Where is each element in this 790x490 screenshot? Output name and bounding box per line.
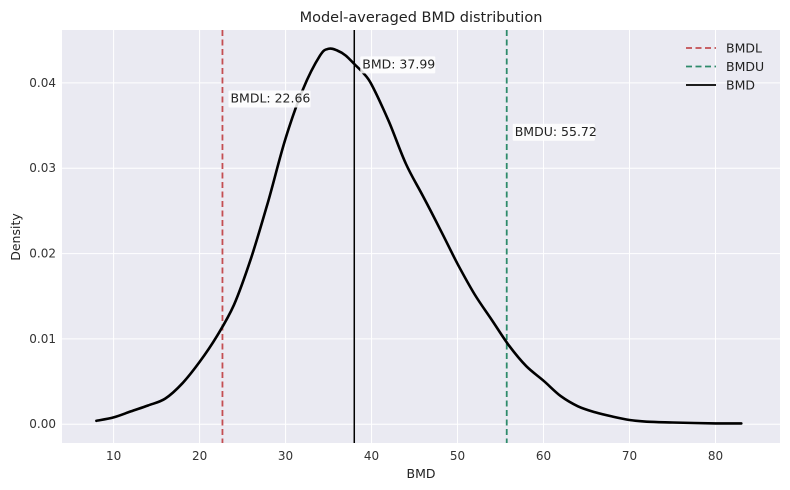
- y-tick-labels: 0.00 0.01 0.02 0.03 0.04: [29, 76, 56, 431]
- x-tick-labels: 10 20 30 40 50 60 70 80: [106, 449, 723, 463]
- x-tick-label: 10: [106, 449, 121, 463]
- bmdu-label-box: [512, 123, 595, 141]
- bmdu-label: BMDU: 55.72: [515, 124, 597, 139]
- chart-title: Model-averaged BMD distribution: [300, 10, 543, 26]
- plot-background: [62, 30, 780, 443]
- legend-label-bmdu: BMDU: [726, 59, 764, 74]
- y-tick-label: 0.03: [29, 161, 56, 175]
- x-tick-label: 40: [364, 449, 379, 463]
- x-tick-label: 50: [450, 449, 465, 463]
- density-curve: [95, 47, 743, 425]
- y-tick-label: 0.02: [29, 247, 56, 261]
- legend: BMDL BMDU BMD: [686, 41, 764, 93]
- reference-lines: [221, 30, 508, 443]
- y-tick-label: 0.04: [29, 76, 56, 90]
- x-axis-title: BMD: [407, 466, 436, 481]
- y-tick-label: 0.01: [29, 332, 56, 346]
- bmd-label: BMD: 37.99: [362, 56, 435, 71]
- bmdl-label: BMDL: 22.66: [230, 91, 310, 106]
- grid-lines: [62, 30, 780, 443]
- y-tick-label: 0.00: [29, 417, 56, 431]
- legend-label-bmd: BMD: [726, 78, 755, 93]
- x-tick-label: 20: [192, 449, 207, 463]
- bmdl-label-box: [228, 90, 311, 108]
- x-tick-label: 30: [278, 449, 293, 463]
- x-tick-label: 80: [708, 449, 723, 463]
- y-axis-title: Density: [8, 213, 23, 261]
- x-tick-label: 60: [536, 449, 551, 463]
- bmd-label-box: [360, 56, 436, 74]
- legend-label-bmdl: BMDL: [726, 41, 762, 56]
- reference-annotations: BMDL: 22.66 BMDU: 55.72 BMD: 37.99: [228, 56, 597, 141]
- x-tick-label: 70: [622, 449, 637, 463]
